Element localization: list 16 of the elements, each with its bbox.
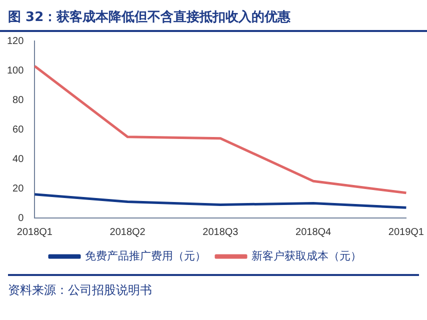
y-tick-label: 120 <box>6 36 24 47</box>
x-tick-label: 2018Q1 <box>16 226 53 238</box>
y-tick-label: 20 <box>12 183 24 194</box>
legend-label: 免费产品推广费用（元） <box>85 249 206 262</box>
x-tick-label: 2019Q1 <box>388 226 424 238</box>
y-tick-label: 0 <box>18 212 24 224</box>
chart-title: 图 32：获客成本降低但不含直接抵扣收入的优惠 <box>0 0 427 32</box>
x-tick-label: 2018Q3 <box>202 226 239 238</box>
y-tick-label: 60 <box>12 124 24 136</box>
x-tick-label: 2018Q2 <box>110 226 146 238</box>
y-tick-label: 100 <box>6 65 24 76</box>
y-tick-label: 40 <box>12 154 24 165</box>
y-tick-label: 80 <box>12 94 24 106</box>
legend-label: 新客户获取成本（元） <box>252 249 362 262</box>
text: 资料来源：公司招股说明书 <box>8 282 153 299</box>
x-tick-label: 2018Q4 <box>296 226 332 238</box>
